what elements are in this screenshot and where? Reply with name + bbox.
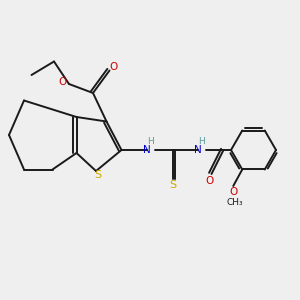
Text: H: H — [147, 136, 154, 146]
Text: N: N — [143, 145, 151, 155]
Text: O: O — [206, 176, 214, 186]
Text: N: N — [194, 145, 202, 155]
Text: O: O — [58, 76, 67, 87]
Text: S: S — [169, 179, 176, 190]
Text: O: O — [229, 187, 237, 197]
Text: H: H — [198, 136, 205, 146]
Text: CH₃: CH₃ — [226, 198, 243, 207]
Text: O: O — [109, 62, 117, 72]
Text: S: S — [94, 170, 101, 181]
